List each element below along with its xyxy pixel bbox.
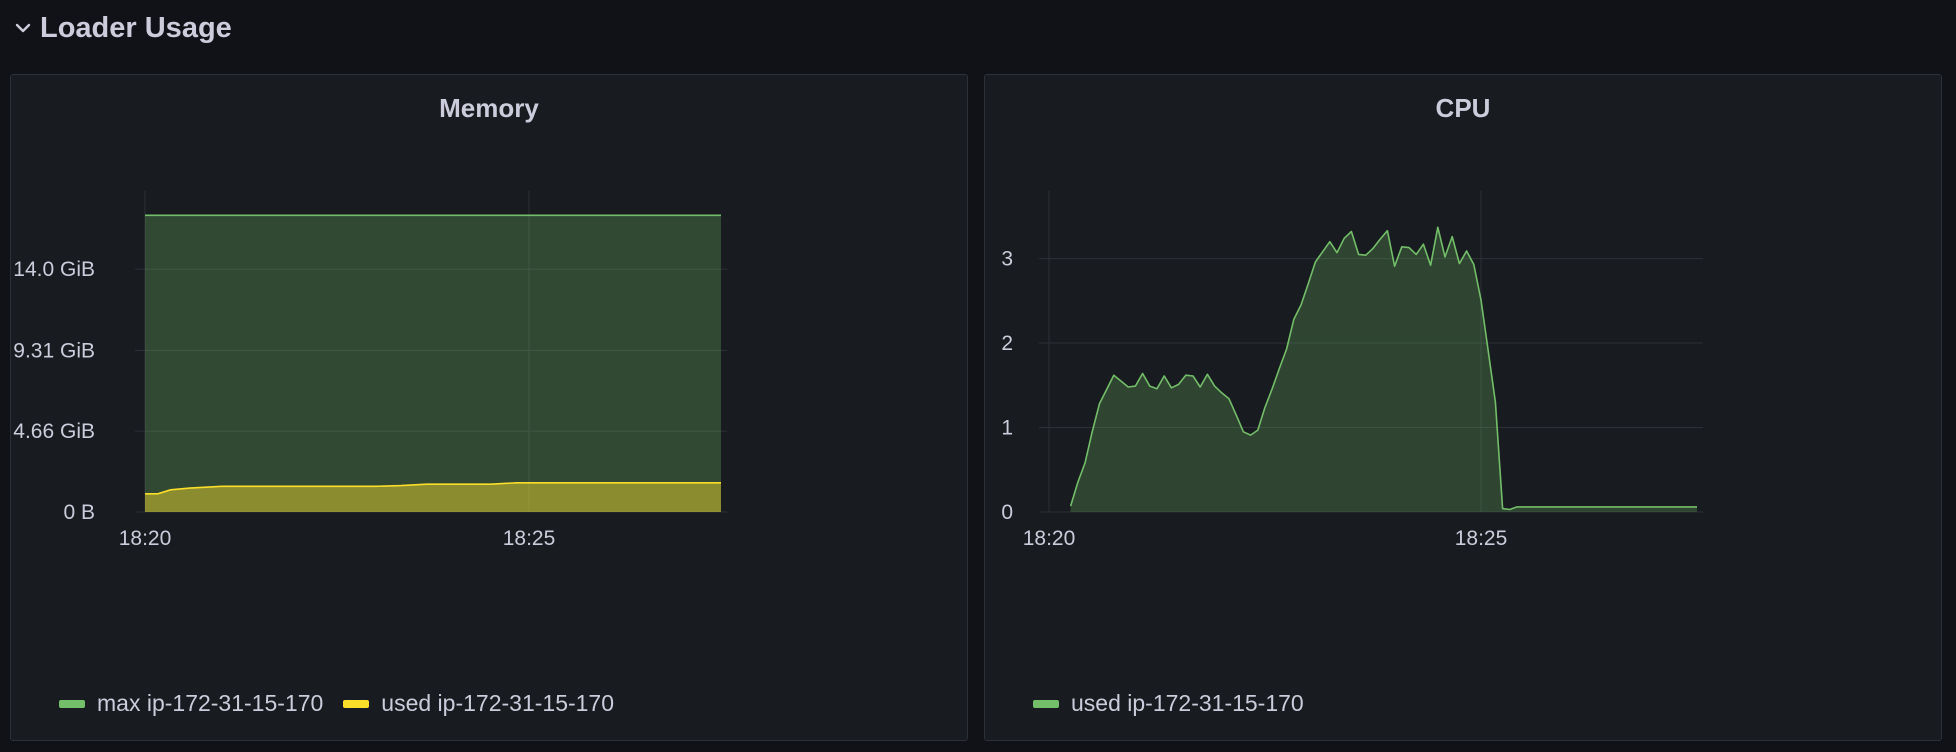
legend-swatch	[59, 699, 85, 708]
y-tick-label: 9.31 GiB	[13, 339, 95, 362]
x-tick-label: 18:25	[1455, 527, 1508, 550]
y-tick-label: 0	[1001, 501, 1013, 524]
memory-panel[interactable]: Memory 0 B 4.66 GiB 9.31 GiB 14.0 GiB 18:20 1…	[10, 74, 968, 741]
memory-chart: 0 B 4.66 GiB 9.31 GiB 14.0 GiB 18:20 18:25	[13, 191, 727, 550]
legend-item-used[interactable]: used ip-172-31-15-170	[1033, 690, 1304, 717]
row-header-loader-usage[interactable]: Loader Usage	[14, 6, 232, 50]
y-tick-label: 3	[1001, 248, 1013, 271]
y-tick-label: 2	[1001, 332, 1013, 355]
legend: used ip-172-31-15-170	[1033, 690, 1324, 717]
series-area	[145, 482, 721, 512]
legend-label: max ip-172-31-15-170	[97, 690, 324, 716]
chevron-down-icon	[15, 23, 31, 33]
legend-swatch	[343, 699, 370, 708]
row-title: Loader Usage	[40, 11, 232, 44]
panel-title: Memory	[439, 93, 539, 123]
legend-label: used ip-172-31-15-170	[381, 690, 615, 716]
y-tick-label: 14.0 GiB	[13, 258, 95, 281]
series-line	[145, 482, 721, 495]
series-area	[145, 215, 721, 513]
grid	[1039, 191, 1703, 513]
panel-title: CPU	[1435, 93, 1491, 123]
x-tick-label: 18:20	[119, 527, 172, 550]
y-tick-label: 0 B	[63, 501, 95, 524]
series-line	[1069, 226, 1697, 511]
legend-item-max[interactable]: max ip-172-31-15-170	[59, 690, 323, 717]
y-tick-label: 1	[1001, 417, 1013, 440]
legend-item-used[interactable]: used ip-172-31-15-170	[343, 690, 614, 717]
legend: max ip-172-31-15-170 used ip-172-31-15-1…	[59, 690, 634, 717]
x-tick-label: 18:25	[503, 527, 556, 550]
x-tick-label: 18:20	[1023, 527, 1076, 550]
legend-swatch	[1033, 699, 1059, 708]
legend-label: used ip-172-31-15-170	[1071, 690, 1304, 716]
cpu-chart: 0 1 2 3 18:20 18:25	[1001, 191, 1703, 550]
grid	[135, 191, 727, 513]
y-tick-label: 4.66 GiB	[13, 420, 95, 443]
series-area	[1070, 227, 1697, 513]
cpu-panel[interactable]: CPU 0 1 2 3 18:20 18:25 used ip-172-31-15-170	[984, 74, 1942, 741]
